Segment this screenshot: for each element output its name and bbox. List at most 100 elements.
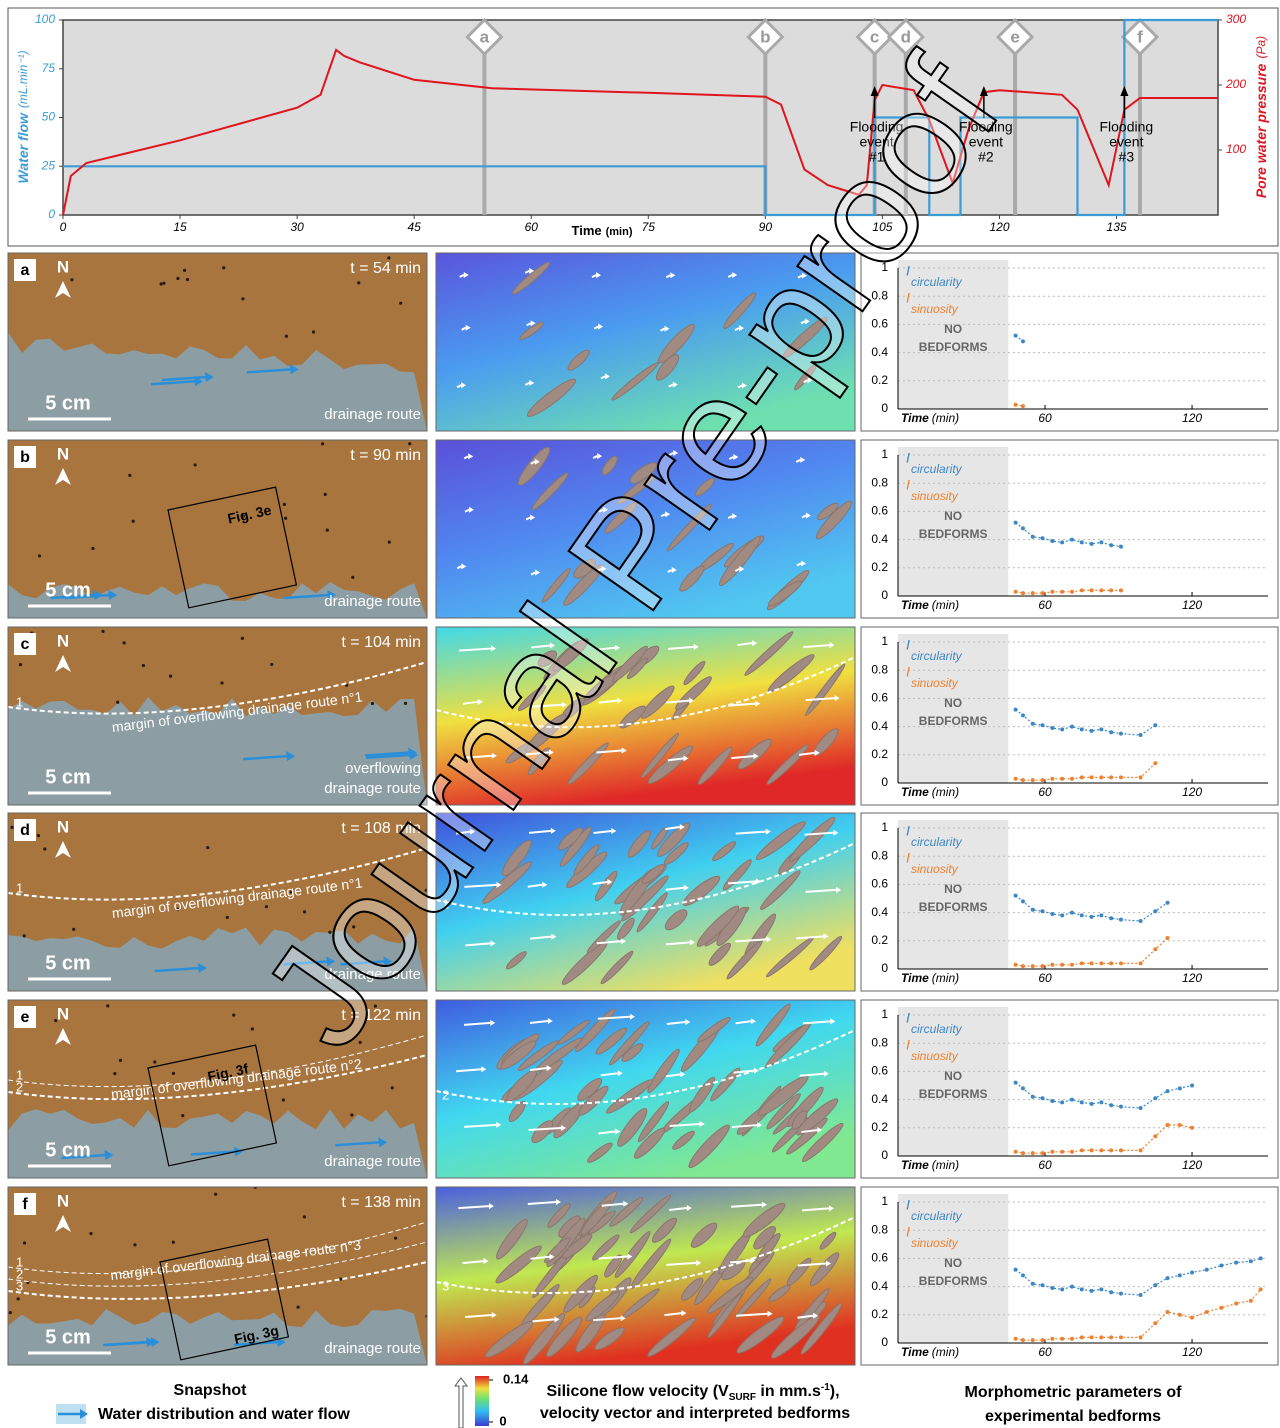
map-border: [435, 439, 856, 619]
x-tick-label: 60: [1038, 785, 1052, 799]
velocity-head: [817, 1127, 823, 1134]
bedform: [626, 657, 649, 680]
legend-label: circularity: [911, 275, 963, 289]
velocity-head: [530, 320, 536, 327]
data-point: [1079, 1100, 1084, 1105]
grain: [240, 636, 244, 640]
data-point: [1089, 541, 1094, 546]
bedform: [621, 1043, 644, 1063]
bedform: [552, 638, 589, 672]
flow-arrow: [243, 754, 289, 761]
legend-label: circularity: [911, 649, 963, 663]
velocity-head: [732, 272, 738, 279]
velocity-vector: [596, 940, 622, 945]
shaded-region: [898, 1007, 1009, 1156]
grain: [128, 473, 132, 477]
data-point: [1030, 1281, 1035, 1286]
data-point: [1069, 1284, 1074, 1289]
velocity-head: [607, 878, 613, 885]
bedform: [707, 1293, 743, 1339]
bedform: [706, 1276, 754, 1314]
water-area: [8, 927, 427, 991]
grain: [214, 1192, 218, 1196]
data-point: [1153, 1283, 1158, 1288]
velocity-head: [598, 323, 604, 330]
bedform: [531, 472, 569, 511]
x-axis-label: Time (min): [901, 411, 959, 425]
bedform: [585, 1291, 620, 1322]
bedform: [629, 462, 658, 484]
shaded-label: BEDFORMS: [919, 527, 988, 541]
marker-label: f: [1137, 27, 1143, 46]
x-tick-label: 120: [1182, 1345, 1202, 1359]
bedform: [617, 1107, 648, 1147]
velocity-head: [833, 829, 839, 836]
bedform: [517, 1040, 560, 1071]
y-tick-label: 0.4: [871, 532, 888, 546]
grain: [387, 256, 391, 260]
velocity-vector: [797, 1262, 826, 1267]
bedform: [683, 660, 706, 686]
bedform: [563, 1274, 598, 1313]
flow-arrow: [340, 960, 386, 966]
velocity-head: [753, 753, 759, 760]
legend-label: sinuosity: [911, 489, 959, 503]
grain: [424, 888, 427, 892]
data-point: [1234, 1260, 1239, 1265]
bedform: [742, 1202, 786, 1238]
data-point: [1138, 733, 1143, 738]
data-point: [1099, 775, 1104, 780]
velocity-vector: [464, 1123, 497, 1128]
bedform: [605, 1079, 654, 1114]
velocity-head: [685, 1018, 691, 1025]
data-point: [1030, 721, 1035, 726]
scale-label: 5 cm: [45, 1326, 91, 1348]
grain: [141, 663, 145, 668]
velocity-map: [436, 627, 855, 805]
velocity-head: [814, 749, 820, 756]
time-label: t = 54 min: [350, 260, 421, 277]
route-label: drainage route: [324, 966, 421, 983]
velocity-vector: [727, 880, 756, 885]
data-point: [1138, 919, 1143, 924]
marker-label: c: [870, 27, 879, 46]
shaded-label: NO: [944, 882, 962, 896]
grain: [159, 282, 163, 286]
y-tick-label: 0.8: [871, 1035, 888, 1049]
velocity-vector: [530, 1255, 550, 1260]
velocity-head: [490, 940, 496, 947]
bedform: [495, 1245, 542, 1284]
data-point: [1013, 589, 1018, 594]
velocity-head: [672, 381, 678, 388]
water-area: [8, 1308, 427, 1365]
data-point: [1069, 1149, 1074, 1154]
data-point: [1040, 909, 1045, 914]
margin-marker: 2: [16, 1266, 23, 1281]
data-point: [1030, 1094, 1035, 1099]
grain: [122, 641, 126, 645]
y-axis-label-unit: (mL.min⁻¹): [16, 50, 30, 108]
bedform: [770, 1315, 820, 1359]
velocity-head: [488, 1203, 494, 1210]
velocity-vector: [530, 935, 552, 940]
data-point: [1190, 1315, 1195, 1320]
velocity-head: [683, 884, 689, 891]
flow-arrowhead: [289, 364, 299, 375]
velocity-map: [436, 440, 855, 618]
bedform: [766, 744, 809, 785]
velocity-vector: [727, 515, 733, 520]
marker-diamond: [465, 17, 504, 57]
bedform: [734, 1278, 772, 1319]
x-axis-label: Time (min): [901, 1158, 959, 1172]
snapshot-border: [7, 1186, 428, 1366]
data-point: [1165, 1309, 1170, 1314]
data-point: [1079, 727, 1084, 732]
velocity-vector: [464, 1021, 491, 1026]
series-line: [1015, 937, 1168, 967]
y-tick-label: 100: [35, 12, 55, 26]
velocity-head: [491, 752, 497, 759]
y-tick-label: 0.4: [871, 345, 888, 359]
bedform: [601, 455, 618, 476]
y-tick-label: 0: [881, 1148, 888, 1162]
data-point: [1020, 778, 1025, 783]
